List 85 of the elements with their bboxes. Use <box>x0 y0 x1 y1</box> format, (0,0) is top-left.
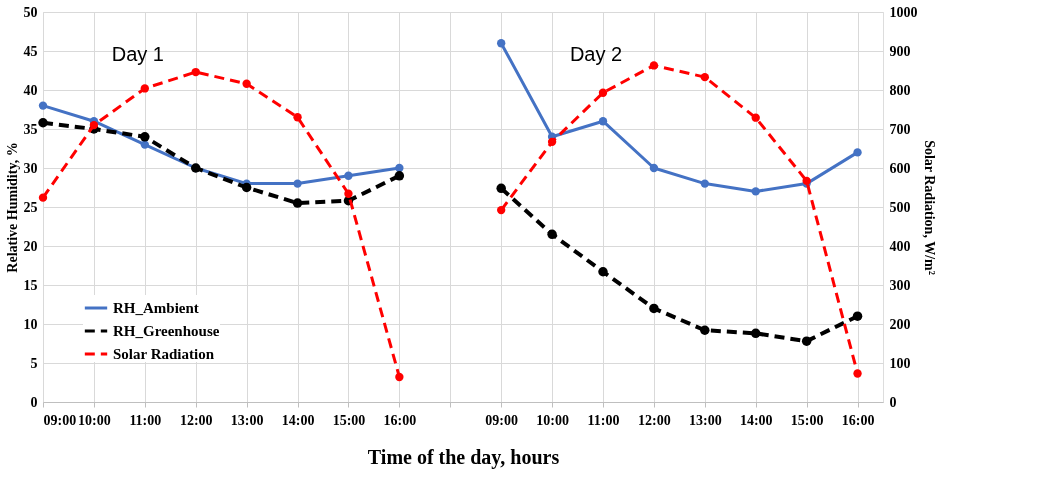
x-tick-label: 12:00 <box>638 412 671 428</box>
point <box>700 72 709 82</box>
annotation: Day 2 <box>569 42 623 65</box>
point <box>496 183 506 194</box>
y-tick-label: 0 <box>30 394 38 410</box>
y-tick-label: 40 <box>23 82 38 98</box>
point <box>853 148 862 157</box>
y-tick-label: 15 <box>23 277 38 293</box>
x-tick-label: 13:00 <box>688 412 722 428</box>
y2-tick-label: 300 <box>889 277 911 293</box>
y2-tick-label: 200 <box>889 316 911 332</box>
y-axis-title: Relative Humidity, % <box>4 142 20 273</box>
y-tick-label: 50 <box>23 4 38 20</box>
point <box>140 84 149 93</box>
y2-tick-label: 900 <box>889 43 911 59</box>
legend-label: RH_Ambient <box>113 300 199 316</box>
y-tick-label: 5 <box>30 355 38 371</box>
x-tick-label: 11:00 <box>587 412 620 428</box>
point <box>191 67 200 77</box>
x-tick-label: 11:00 <box>129 412 162 428</box>
point <box>598 88 608 97</box>
point <box>598 267 608 277</box>
y2-tick-label: 500 <box>889 199 911 215</box>
x-tick-label: 10:00 <box>78 412 111 428</box>
x-tick-label: 15:00 <box>790 412 824 428</box>
legend-label: RH_Greenhouse <box>113 323 220 339</box>
y2-axis-title: Solar Radiation, W/m² <box>921 140 937 275</box>
point <box>293 113 302 122</box>
point <box>395 163 404 173</box>
point <box>751 187 760 196</box>
y2-tick-label: 800 <box>889 82 911 98</box>
point <box>394 171 405 181</box>
point <box>497 39 506 48</box>
point <box>395 372 404 382</box>
point <box>140 140 149 149</box>
point <box>140 132 150 142</box>
x-tick-label: 15:00 <box>332 412 366 428</box>
x-axis-title: Time of the day, hours <box>367 445 560 469</box>
y-tick-label: 20 <box>23 238 38 254</box>
point <box>344 171 353 180</box>
point <box>38 193 48 202</box>
point <box>242 79 251 88</box>
legend-label: Solar Radiation <box>113 346 215 362</box>
point <box>751 113 760 122</box>
x-tick-label: 13:00 <box>230 412 264 428</box>
x-tick-label: 12:00 <box>179 412 213 428</box>
x-tick-label: 09:00 <box>43 412 77 428</box>
annotation: Day 1 <box>111 42 164 65</box>
y2-tick-label: 400 <box>889 238 911 254</box>
y-tick-label: 25 <box>23 199 38 215</box>
x-tick-label: 16:00 <box>841 412 875 428</box>
x-tick-label: 16:00 <box>383 412 417 428</box>
x-tick-label: 10:00 <box>536 412 569 428</box>
y2-tick-label: 700 <box>889 121 911 137</box>
point <box>344 189 353 198</box>
y-tick-label: 10 <box>23 316 38 332</box>
point <box>700 179 709 188</box>
y-tick-label: 45 <box>23 43 38 59</box>
point <box>750 328 761 339</box>
point <box>547 229 557 240</box>
y-tick-label: 35 <box>23 121 38 137</box>
y-tick-label: 30 <box>23 160 38 176</box>
point <box>853 369 862 378</box>
point <box>293 179 302 188</box>
point <box>801 336 812 346</box>
point <box>852 311 863 321</box>
point <box>241 182 252 193</box>
y2-tick-label: 600 <box>889 160 911 176</box>
point <box>38 101 48 110</box>
point <box>649 303 659 314</box>
point <box>649 61 659 70</box>
point <box>649 163 659 173</box>
x-tick-label: 09:00 <box>485 412 519 428</box>
y2-tick-label: 0 <box>889 394 897 410</box>
y2-tick-label: 1000 <box>889 4 918 20</box>
y2-tick-label: 100 <box>889 355 911 371</box>
x-tick-label: 14:00 <box>739 412 773 428</box>
point <box>598 117 608 126</box>
point <box>547 137 557 147</box>
point <box>497 205 506 215</box>
point <box>38 118 48 128</box>
point <box>89 120 99 130</box>
point <box>292 198 303 208</box>
x-tick-label: 14:00 <box>281 412 315 428</box>
point <box>700 325 710 335</box>
